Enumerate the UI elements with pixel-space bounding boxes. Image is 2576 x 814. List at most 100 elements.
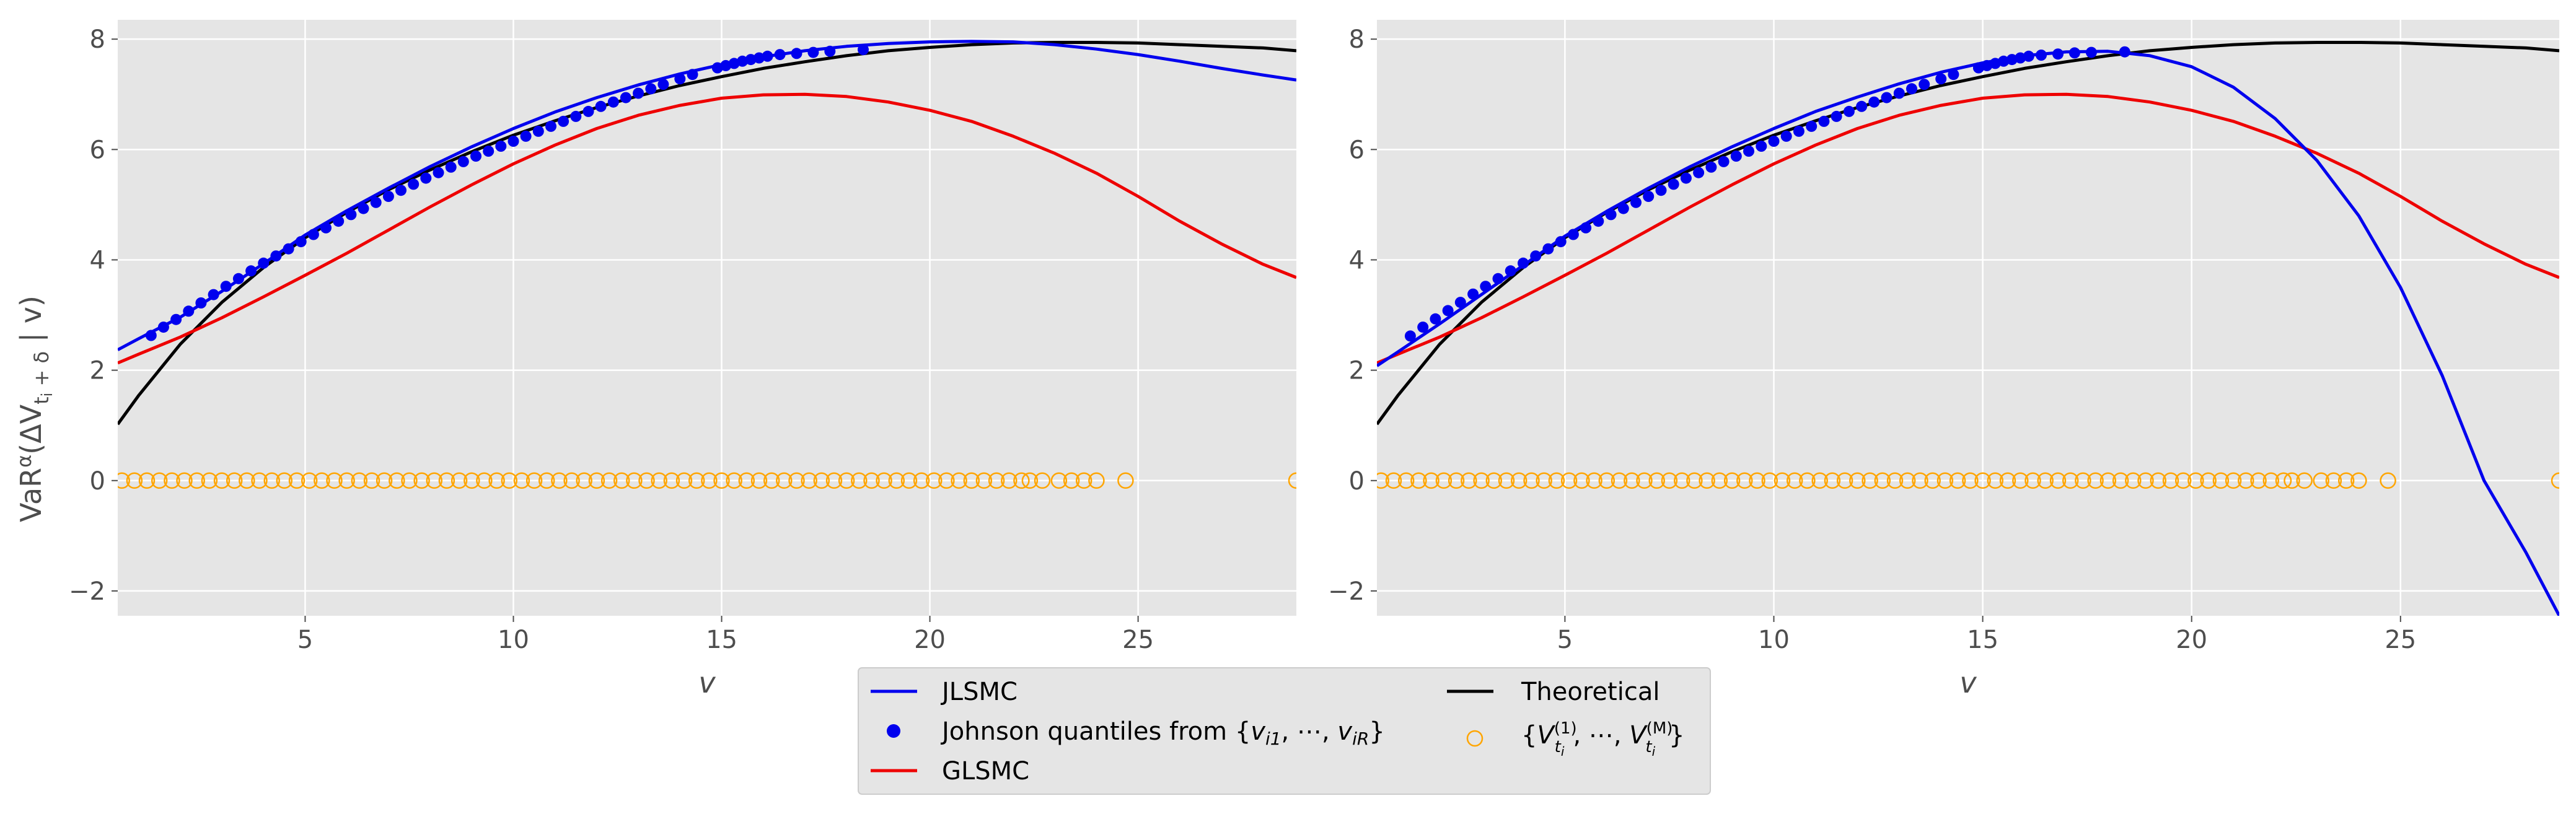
right-johnson-quantile-point	[2119, 46, 2130, 58]
right-sample-point	[2137, 472, 2154, 489]
right-y-tick-label: −2	[1328, 577, 1365, 606]
left-johnson-quantile-point	[258, 257, 270, 269]
right-sample-point	[1736, 472, 1753, 489]
right-johnson-quantile-point	[1555, 236, 1567, 248]
right-x-tick-label: 15	[1967, 626, 1998, 654]
left-johnson-quantile-point	[457, 155, 469, 167]
right-johnson-quantile-point	[1492, 273, 1504, 284]
left-sample-point	[288, 472, 306, 489]
right-y-tick-label: 8	[1349, 25, 1365, 54]
left-johnson-quantile-point	[520, 130, 532, 142]
left-sample-point	[301, 472, 318, 489]
right-sample-point	[2012, 472, 2029, 489]
left-sample-point	[876, 472, 892, 489]
left-sample-point	[838, 472, 855, 489]
left-sample-point	[551, 472, 568, 489]
left-johnson-quantile-point	[232, 273, 244, 284]
right-johnson-quantile-point	[1768, 136, 1780, 147]
left-sample-point	[376, 472, 393, 489]
left-sample-point	[613, 472, 630, 489]
right-sample-point	[1711, 472, 1728, 489]
left-johnson-quantile-point	[508, 136, 519, 147]
right-sample-point	[2350, 472, 2367, 489]
left-sample-point	[588, 472, 605, 489]
left-johnson-quantile-point	[762, 50, 773, 62]
left-johnson-quantile-point	[791, 48, 802, 59]
right-johnson-quantile-point	[1404, 330, 1416, 342]
right-sample-point	[1410, 472, 1427, 489]
right-sample-point	[1560, 472, 1578, 489]
left-y-tick-label: 6	[90, 136, 105, 164]
left-johnson-quantile-point	[195, 297, 207, 309]
right-sample-point	[1949, 472, 1966, 489]
right-johnson-quantile-point	[1998, 55, 2010, 67]
left-sample-point	[701, 472, 718, 489]
right-sample-point	[1397, 472, 1415, 489]
left-johnson-quantile-point	[408, 178, 420, 190]
left-johnson-quantile-point	[687, 69, 698, 81]
left-johnson-quantile-point	[420, 172, 432, 184]
left-sample-point	[263, 472, 280, 489]
left-johnson-quantile-point	[495, 141, 507, 152]
left-x-tick-label: 20	[914, 626, 946, 654]
right-sample-point	[1912, 472, 1928, 489]
right-johnson-quantile-point	[1981, 59, 1993, 71]
right-sample-point	[1699, 472, 1715, 489]
right-sample-point	[2337, 472, 2355, 489]
left-johnson-quantile-point	[645, 83, 657, 95]
left-johnson-quantile-point	[657, 79, 669, 90]
legend-item-glsmc: GLSMC	[871, 757, 1029, 786]
left-johnson-quantile-point	[295, 236, 307, 248]
left-johnson-quantile-point	[445, 161, 457, 173]
right-y-tick-label: 4	[1349, 246, 1365, 274]
left-sample-point	[488, 472, 505, 489]
right-sample-point	[1686, 472, 1703, 489]
left-sample-point	[750, 472, 768, 489]
right-johnson-quantile-point	[1417, 322, 1429, 333]
right-sample-point	[2296, 472, 2313, 489]
left-johnson-quantile-point	[183, 305, 195, 317]
right-johnson-quantile-point	[2085, 46, 2097, 58]
left-sample-point	[888, 472, 905, 489]
right-y-tick-label: 6	[1349, 136, 1365, 164]
left-sample-point	[1034, 472, 1051, 489]
left-sample-point	[176, 472, 193, 489]
left-sample-point	[1013, 472, 1030, 489]
left-sample-point	[188, 472, 205, 489]
right-sample-point	[1899, 472, 1916, 489]
left-johnson-quantile-point	[483, 146, 495, 157]
right-sample-point	[1874, 472, 1891, 489]
right-sample-point	[1886, 472, 1904, 489]
right-johnson-quantile-point	[1806, 120, 1818, 132]
left-sample-point	[1050, 472, 1068, 489]
left-sample-point	[363, 472, 380, 489]
left-sample-point	[651, 472, 667, 489]
right-johnson-quantile-point	[1530, 250, 1542, 262]
left-sample-point	[738, 472, 755, 489]
right-sample-point	[1661, 472, 1678, 489]
left-johnson-quantile-point	[558, 115, 569, 127]
right-johnson-quantile-point	[1442, 305, 1454, 317]
right-sample-point	[1536, 472, 1552, 489]
right-johnson-quantile-point	[2036, 50, 2047, 61]
right-sample-point	[2037, 472, 2054, 489]
left-plot-area	[118, 20, 1296, 616]
right-sample-point	[2049, 472, 2067, 489]
left-x-tick-label: 10	[498, 626, 529, 654]
right-johnson-quantile-point	[1505, 265, 1516, 277]
right-sample-point	[1761, 472, 1778, 489]
left-johnson-quantile-point	[620, 92, 631, 103]
right-sample-point	[2187, 472, 2204, 489]
left-sample-point	[638, 472, 655, 489]
right-johnson-quantile-point	[1793, 125, 1805, 137]
right-sample-point	[2062, 472, 2079, 489]
right-sample-point	[2212, 472, 2230, 489]
left-sample-point	[226, 472, 243, 489]
right-sample-point	[2262, 472, 2280, 489]
left-sample-point	[413, 472, 430, 489]
right-sample-point	[1548, 472, 1565, 489]
right-johnson-quantile-point	[1831, 110, 1842, 122]
left-sample-point	[763, 472, 780, 489]
left-johnson-quantile-point	[470, 151, 481, 162]
left-johnson-quantile-point	[345, 209, 357, 221]
